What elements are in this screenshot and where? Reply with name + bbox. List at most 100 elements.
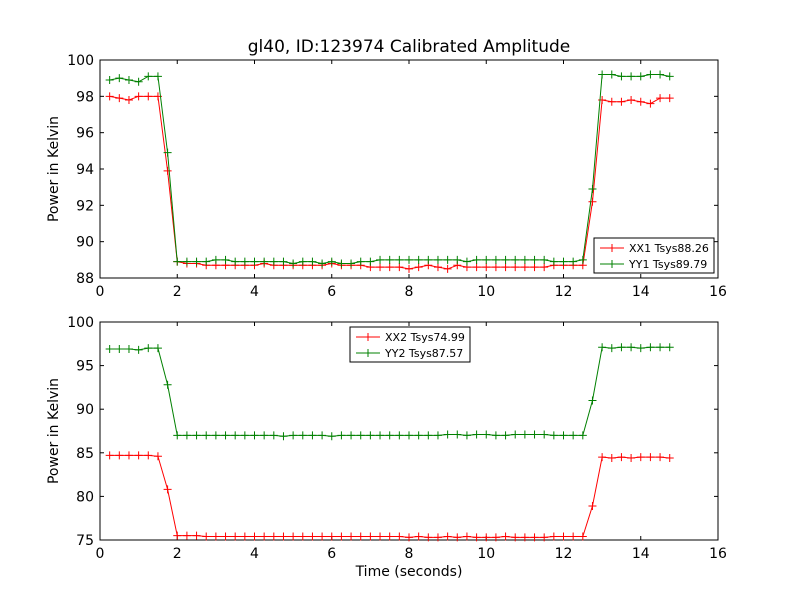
data-point	[530, 430, 539, 439]
data-point	[105, 451, 114, 460]
data-point	[289, 532, 298, 541]
data-point	[656, 343, 665, 352]
data-point	[665, 454, 674, 463]
legend-label: YY2 Tsys87.57	[384, 347, 463, 360]
data-point	[260, 431, 269, 440]
data-point	[298, 431, 307, 440]
data-point	[211, 532, 220, 541]
data-point	[656, 94, 665, 103]
y-tick-label: 94	[76, 162, 94, 178]
data-point	[144, 92, 153, 101]
y-tick-label: 92	[76, 198, 94, 214]
data-point	[617, 72, 626, 81]
data-point	[578, 431, 587, 440]
y-tick-label: 75	[76, 533, 94, 549]
data-point	[173, 531, 182, 540]
data-point	[433, 431, 442, 440]
y-tick-label: 100	[67, 53, 94, 69]
data-point	[202, 431, 211, 440]
data-point	[356, 257, 365, 266]
data-point	[221, 255, 230, 264]
data-point	[414, 431, 423, 440]
data-point	[665, 94, 674, 103]
data-point	[462, 532, 471, 541]
data-point	[433, 533, 442, 542]
x-tick-label: 8	[405, 284, 414, 300]
data-point	[414, 255, 423, 264]
legend-box	[349, 326, 471, 363]
data-point	[376, 431, 385, 440]
data-point	[395, 255, 404, 264]
data-point	[163, 148, 172, 157]
data-point	[269, 257, 278, 266]
legend: XX1 Tsys88.26 YY1 Tsys89.79	[593, 237, 715, 274]
data-point	[308, 431, 317, 440]
data-point	[124, 345, 133, 354]
data-point	[395, 263, 404, 272]
y-axis-label: Power in Kelvin	[46, 378, 62, 484]
data-point	[347, 431, 356, 440]
x-tick-label: 10	[477, 284, 495, 300]
data-point	[144, 451, 153, 460]
data-point	[144, 344, 153, 353]
data-point	[462, 257, 471, 266]
data-point	[124, 451, 133, 460]
data-point	[627, 454, 636, 463]
data-point	[540, 263, 549, 272]
data-point	[279, 432, 288, 441]
data-point	[153, 72, 162, 81]
data-point	[240, 257, 249, 266]
y-tick-label: 88	[76, 271, 94, 287]
data-point	[530, 533, 539, 542]
data-point	[617, 453, 626, 462]
data-point	[530, 255, 539, 264]
data-point	[279, 532, 288, 541]
x-tick-label: 12	[555, 284, 573, 300]
data-point	[115, 94, 124, 103]
data-point	[163, 485, 172, 494]
legend-swatch-marker	[608, 244, 616, 252]
data-point	[182, 431, 191, 440]
legend-label: YY1 Tsys89.79	[628, 258, 707, 271]
data-point	[337, 259, 346, 268]
data-point	[221, 431, 230, 440]
data-point	[569, 532, 578, 541]
data-point	[308, 257, 317, 266]
data-point	[163, 166, 172, 175]
data-point	[405, 264, 413, 273]
data-point	[569, 257, 578, 266]
y-tick-label: 95	[76, 359, 94, 375]
series-1	[105, 451, 674, 542]
x-tick-label: 8	[405, 546, 414, 562]
series-2	[105, 70, 674, 268]
legend-label: XX2 Tsys74.99	[385, 331, 465, 344]
data-point	[549, 431, 558, 440]
data-point	[665, 72, 674, 81]
legend-box	[593, 237, 715, 274]
data-point	[627, 72, 636, 81]
data-point	[453, 255, 462, 264]
data-point	[327, 532, 336, 541]
data-point	[385, 255, 394, 264]
data-point	[617, 97, 626, 106]
data-point	[115, 345, 124, 354]
data-point	[366, 532, 375, 541]
chart-panel-1: 0 2 4 6 8 10 12 14 16 88 90 92 94 96 98 100 gl40, ID:123…	[46, 37, 727, 300]
data-point	[617, 343, 626, 352]
data-point	[327, 257, 336, 266]
data-point	[105, 92, 114, 101]
data-point	[491, 255, 500, 264]
data-point	[173, 257, 182, 266]
data-point	[636, 344, 645, 353]
data-point	[105, 75, 114, 84]
data-point	[491, 263, 500, 272]
data-point	[520, 430, 529, 439]
data-point	[540, 430, 549, 439]
data-point	[385, 431, 394, 440]
data-point	[395, 532, 404, 541]
data-point	[501, 532, 510, 541]
data-point	[598, 453, 607, 462]
data-point	[250, 431, 259, 440]
